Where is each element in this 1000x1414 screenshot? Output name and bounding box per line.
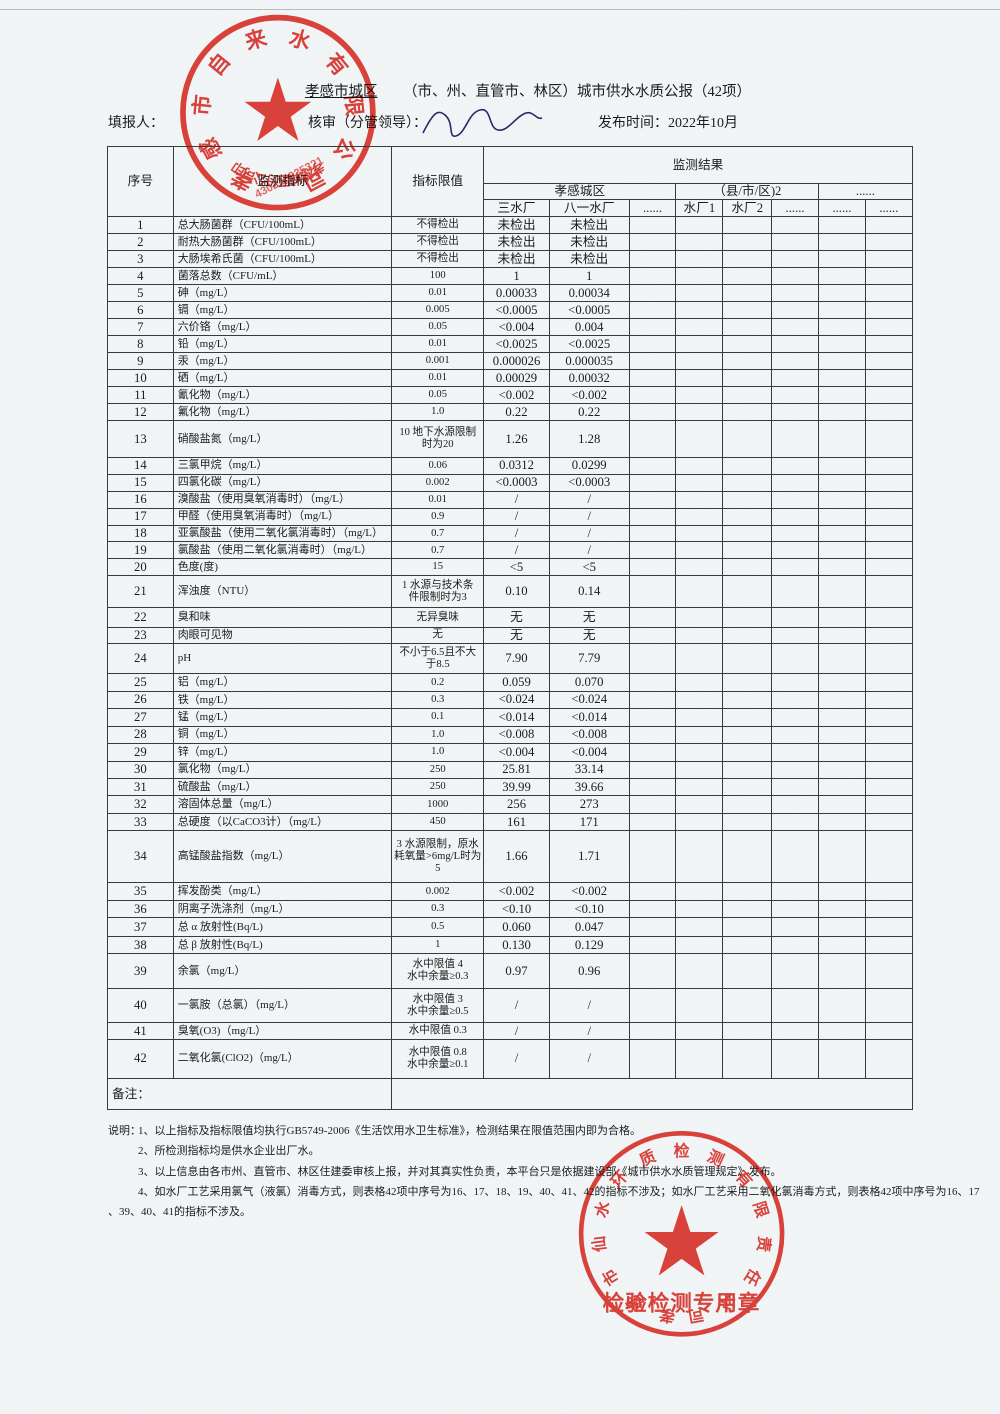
svg-text:市: 市	[188, 93, 215, 116]
svg-text:水: 水	[286, 25, 314, 54]
svg-text:责: 责	[754, 1235, 775, 1253]
svg-text:来: 来	[242, 25, 270, 54]
svg-text:市: 市	[598, 1265, 623, 1289]
svg-text:仙: 仙	[589, 1235, 610, 1253]
svg-text:限: 限	[340, 94, 365, 118]
svg-text:任: 任	[740, 1264, 765, 1288]
svg-text:检验检测专用章: 检验检测专用章	[603, 1291, 761, 1316]
